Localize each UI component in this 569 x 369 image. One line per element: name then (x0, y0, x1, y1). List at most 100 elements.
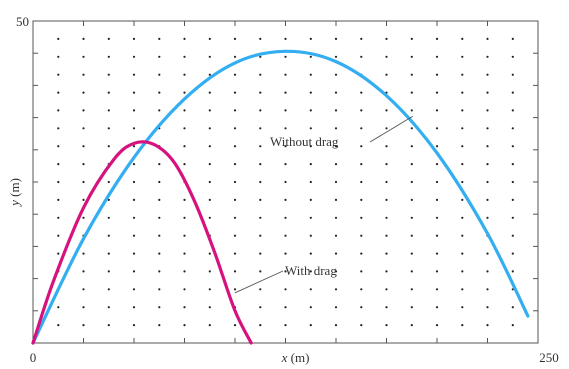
grid-dot (259, 55, 262, 58)
x-axis-unit: (m) (287, 350, 309, 365)
grid-dot (57, 55, 60, 58)
grid-dot (435, 55, 439, 58)
grid-dot (385, 73, 388, 76)
grid-dot (410, 127, 413, 130)
grid-dot (57, 252, 60, 255)
grid-dot (486, 270, 489, 273)
grid-dot (435, 180, 439, 184)
grid-dot (82, 216, 85, 219)
grid-dot (259, 216, 262, 219)
grid-dot (233, 198, 237, 201)
tick-labels: 0 250 50 (16, 14, 559, 365)
grid-dot (360, 145, 363, 148)
grid-dot (284, 216, 287, 219)
grid-dot (107, 270, 110, 273)
grid-dot (107, 127, 110, 130)
grid-dot (107, 91, 110, 94)
grid-dot (511, 73, 514, 76)
grid-dot (233, 37, 237, 41)
grid-dot (334, 288, 338, 291)
y-axis-label: y (m) (7, 178, 22, 208)
grid-dot (158, 109, 161, 112)
grid-dot (208, 252, 211, 255)
grid-dot (132, 198, 136, 201)
grid-dot (233, 145, 237, 148)
grid-dot (183, 109, 186, 112)
grid-dot (360, 234, 363, 237)
grid-dot (486, 91, 489, 94)
grid-dot (385, 145, 388, 148)
grid-dot (107, 324, 110, 327)
grid-dot (233, 127, 237, 130)
grid-dot (183, 306, 186, 309)
grid-dot (360, 216, 363, 219)
grid-dot (259, 306, 262, 309)
grid-dot (309, 180, 312, 184)
grid-dot (132, 109, 136, 112)
grid-dot (511, 306, 514, 309)
grid-dot (435, 163, 439, 166)
grid-dot (410, 145, 413, 148)
grid-dot (233, 324, 237, 327)
grid-dot (410, 109, 413, 112)
annotation-leader-with-drag (234, 270, 284, 294)
grid-dot (158, 216, 161, 219)
grid-dot (435, 216, 439, 219)
grid-dot (334, 37, 338, 41)
grid-dot (107, 288, 110, 291)
grid-dot (309, 198, 312, 201)
grid-dot (132, 216, 136, 219)
grid-dot (233, 180, 237, 184)
grid-dot (183, 288, 186, 291)
series-line-with-drag (31, 140, 253, 345)
grid-dot (334, 324, 338, 327)
grid-dot (511, 55, 514, 58)
grid-dot (284, 234, 287, 237)
grid-dot (82, 127, 85, 130)
grid-dot (486, 163, 489, 166)
grid-dot (486, 37, 489, 41)
grid-dot (410, 288, 413, 291)
grid-dot (284, 37, 287, 41)
x-tick-label-250: 250 (539, 350, 559, 365)
grid-dot (82, 145, 85, 148)
grid-dot (486, 216, 489, 219)
grid-dot (82, 324, 85, 327)
grid-dot (158, 288, 161, 291)
grid-dot (259, 324, 262, 327)
grid-dot (82, 91, 85, 94)
grid-dot (57, 180, 60, 184)
grid-dot (259, 180, 262, 184)
grid-dot (284, 198, 287, 201)
grid-dot (334, 145, 338, 148)
grid-dot (435, 198, 439, 201)
grid-dot (309, 109, 312, 112)
grid-dot (259, 127, 262, 130)
annotation-leader-without-drag (369, 115, 414, 143)
grid-dot (183, 73, 186, 76)
grid-dot (132, 55, 136, 58)
annotation-with-drag: With drag (285, 263, 337, 278)
grid-dot (233, 91, 237, 94)
grid-dot (208, 145, 211, 148)
grid-dot (461, 306, 464, 309)
grid-dot (334, 163, 338, 166)
grid-dot (410, 306, 413, 309)
grid-dot (57, 109, 60, 112)
grid-dot (461, 37, 464, 41)
grid-dot (511, 145, 514, 148)
grid-dot (435, 91, 439, 94)
grid-dot (461, 234, 464, 237)
grid-dot (208, 270, 211, 273)
grid-dot (486, 73, 489, 76)
grid-dot (435, 288, 439, 291)
grid-dot (410, 234, 413, 237)
grid-dot (511, 163, 514, 166)
grid-dots (57, 37, 514, 327)
grid-dot (334, 109, 338, 112)
series-line-without-drag (31, 49, 530, 345)
y-tick-label-50: 50 (16, 14, 29, 29)
grid-dot (259, 145, 262, 148)
grid-dot (309, 55, 312, 58)
grid-dot (158, 180, 161, 184)
